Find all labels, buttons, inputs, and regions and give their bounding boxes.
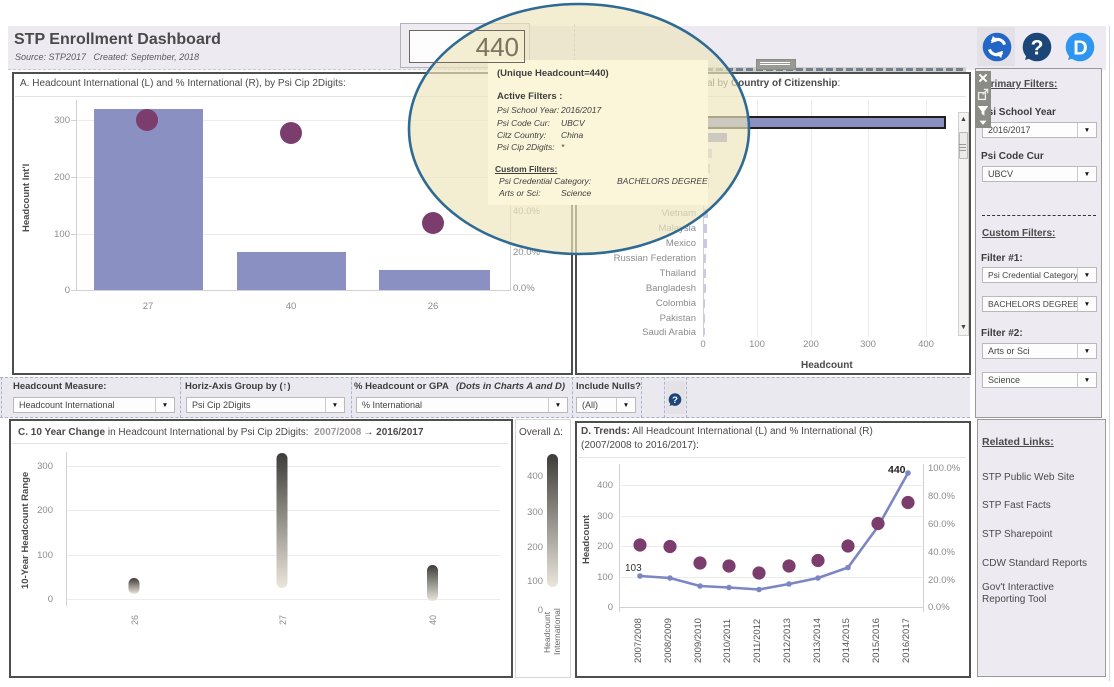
svg-text:D: D <box>1073 38 1087 60</box>
svg-text:?: ? <box>672 395 678 406</box>
svg-text:?: ? <box>1031 37 1044 60</box>
